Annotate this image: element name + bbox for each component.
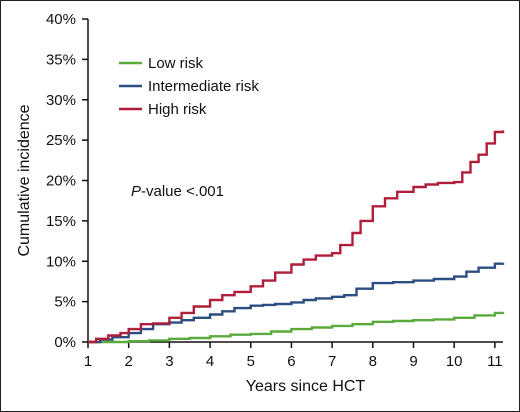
y-tick-label: 5%: [54, 294, 76, 311]
legend-label: High risk: [148, 101, 207, 118]
x-tick-label: 4: [206, 353, 214, 370]
x-tick-label: 1: [84, 353, 92, 370]
legend-item: Intermediate risk: [119, 78, 259, 95]
legend-label: Low risk: [148, 55, 204, 72]
y-tick-label: 30%: [46, 92, 76, 109]
y-axis-title: Cumulative incidence: [16, 104, 33, 256]
series-lines: [88, 130, 505, 344]
axis-ticks: 0% 5% 10% 15% 20% 25% 30% 35% 40% 1 2 3 4 5 6 7 8 9 10 11: [46, 11, 503, 370]
series-line-high-risk: [88, 130, 505, 344]
x-tick-label: 9: [409, 353, 417, 370]
y-tick-label: 0%: [54, 334, 76, 351]
x-tick-label: 11: [487, 353, 503, 370]
legend-item: High risk: [119, 101, 207, 118]
x-tick-label: 10: [446, 353, 463, 370]
legend: Low risk Intermediate risk High risk: [119, 55, 259, 118]
y-tick-label: 10%: [46, 253, 76, 270]
x-tick-label: 2: [125, 353, 133, 370]
y-tick-label: 35%: [46, 51, 76, 68]
series-line-intermediate-risk: [88, 262, 505, 344]
y-tick-label: 25%: [46, 132, 76, 149]
series-line-low-risk: [88, 311, 505, 344]
p-value-italic: P: [131, 183, 141, 200]
x-axis-title: Years since HCT: [246, 378, 366, 395]
legend-item: Low risk: [119, 55, 204, 72]
x-tick-label: 7: [328, 353, 336, 370]
p-value-rest: -value <.001: [141, 183, 224, 200]
legend-label: Intermediate risk: [148, 78, 259, 95]
x-tick-label: 6: [287, 353, 295, 370]
y-tick-label: 20%: [46, 173, 76, 190]
x-tick-label: 3: [165, 353, 173, 370]
p-value-annotation: P-value <.001: [131, 183, 224, 200]
x-tick-label: 5: [247, 353, 255, 370]
y-tick-label: 15%: [46, 213, 76, 230]
x-tick-label: 8: [369, 353, 377, 370]
y-tick-label: 40%: [46, 11, 76, 28]
